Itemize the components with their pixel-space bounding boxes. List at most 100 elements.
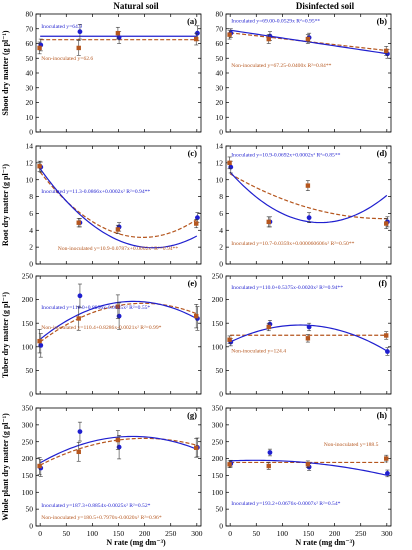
data-point-non-inoculated bbox=[37, 164, 42, 169]
equation-inoculated: Inoculated y=64.9 bbox=[41, 24, 82, 30]
y-tick-label: 10 bbox=[26, 113, 34, 122]
y-tick-label: 20 bbox=[216, 98, 224, 107]
panel-b: 0 10 20 30 40 50 60 70 80 (b) Inoculated y=69.00-0… bbox=[216, 10, 392, 137]
data-point-inoculated bbox=[116, 444, 122, 450]
data-point-non-inoculated bbox=[227, 462, 232, 467]
data-point-non-inoculated bbox=[37, 463, 42, 469]
x-axis-label-right: N rate (mg dm⁻³) bbox=[295, 538, 355, 547]
data-point-inoculated bbox=[267, 450, 273, 455]
data-point-non-inoculated bbox=[76, 45, 81, 51]
data-point-non-inoculated bbox=[266, 36, 271, 42]
data-point-inoculated bbox=[195, 215, 200, 221]
y-tick-label: 250 bbox=[212, 272, 224, 281]
panel-e: 0 50 100 150 200 250 Tuber dry matter (g pl⁻¹)… bbox=[1, 272, 202, 399]
panel-letter: (c) bbox=[188, 148, 198, 158]
y-tick-label: 100 bbox=[212, 488, 224, 497]
x-tick-label: 0 bbox=[38, 529, 42, 538]
data-point-non-inoculated bbox=[384, 456, 389, 461]
data-point-non-inoculated bbox=[227, 337, 232, 342]
y-tick-label: 200 bbox=[212, 454, 224, 463]
y-tick-label: 200 bbox=[212, 295, 224, 304]
panel-letter: (h) bbox=[377, 410, 388, 420]
y-tick-label: 0 bbox=[219, 522, 223, 531]
y-tick-label: 14 bbox=[216, 142, 224, 151]
y-tick-label: 50 bbox=[216, 54, 224, 63]
y-tick-label: 300 bbox=[22, 420, 34, 429]
data-point-non-inoculated bbox=[37, 338, 42, 344]
plot-frame bbox=[225, 13, 392, 133]
y-tick-label: 30 bbox=[26, 83, 34, 92]
data-point-inoculated bbox=[77, 293, 83, 299]
x-tick-label: 0 bbox=[228, 529, 232, 538]
y-tick-label: 300 bbox=[212, 420, 224, 429]
data-point-non-inoculated bbox=[76, 449, 81, 455]
data-point-inoculated bbox=[77, 429, 83, 434]
equation-non-inoculated: Non-inoculated y=67.25-0.0400x R²=0.84** bbox=[231, 63, 331, 69]
y-tick-label: 150 bbox=[22, 319, 34, 328]
panel-letter: (f) bbox=[379, 278, 388, 288]
y-tick-label: 50 bbox=[26, 54, 34, 63]
y-tick-label: 100 bbox=[22, 342, 34, 351]
fit-line-non-inoculated bbox=[39, 437, 197, 466]
data-point-non-inoculated bbox=[384, 48, 389, 54]
equation-non-inoculated: Non-inoculated y=188.5 bbox=[324, 442, 379, 448]
fit-line-inoculated bbox=[39, 168, 198, 249]
y-tick-label: 0 bbox=[219, 390, 223, 399]
data-point-inoculated bbox=[385, 471, 390, 476]
equation-non-inoculated: Non-inoculated y=180.5+0.7970x-0.0020x² … bbox=[41, 515, 162, 521]
y-tick-label: 0 bbox=[29, 522, 33, 531]
y-tick-label: 20 bbox=[26, 98, 34, 107]
y-tick-label: 0 bbox=[29, 260, 33, 269]
y-tick-label: 60 bbox=[216, 39, 224, 48]
y-tick-label: 10 bbox=[216, 175, 224, 184]
panel-letter: (b) bbox=[377, 16, 388, 26]
y-tick-label: 150 bbox=[212, 471, 224, 480]
y-axis-label: Tuber dry matter (g pl⁻¹) bbox=[1, 292, 10, 378]
y-tick-label: 70 bbox=[26, 24, 34, 33]
y-tick-label: 40 bbox=[26, 69, 34, 78]
panel-letter: (a) bbox=[187, 16, 197, 26]
y-tick-label: 200 bbox=[22, 295, 34, 304]
y-tick-label: 10 bbox=[26, 175, 34, 184]
y-tick-label: 12 bbox=[216, 158, 224, 167]
data-point-non-inoculated bbox=[266, 324, 271, 330]
panel-letter: (g) bbox=[187, 410, 197, 420]
y-tick-label: 150 bbox=[22, 471, 34, 480]
data-point-non-inoculated bbox=[115, 437, 121, 443]
x-tick-label: 50 bbox=[63, 529, 71, 538]
x-tick-label: 200 bbox=[139, 529, 151, 538]
equation-inoculated: Inoculated y=10.9-0.0692x+0.0002x² R²=0.… bbox=[231, 153, 340, 159]
panel-h: 0 50 100 150 200 250 300 350 0 50 100 150 200 250 300 (… bbox=[212, 404, 393, 538]
panel-g: 0 50 100 150 200 250 300 350 0 50 100 150 200 250 300 W… bbox=[1, 404, 203, 538]
y-tick-label: 250 bbox=[22, 437, 34, 446]
x-tick-label: 150 bbox=[303, 529, 315, 538]
y-tick-label: 0 bbox=[29, 128, 33, 137]
y-tick-label: 0 bbox=[29, 390, 33, 399]
equation-non-inoculated: Non-inoculated y=124.4 bbox=[231, 349, 286, 355]
x-tick-label: 100 bbox=[277, 529, 289, 538]
data-point-non-inoculated bbox=[76, 316, 81, 321]
y-tick-label: 0 bbox=[219, 260, 223, 269]
data-point-non-inoculated bbox=[194, 221, 199, 226]
y-tick-label: 350 bbox=[22, 404, 34, 413]
data-point-non-inoculated bbox=[227, 160, 232, 166]
data-point-non-inoculated bbox=[194, 313, 199, 319]
y-axis-label: Root dry matter (g pl⁻¹) bbox=[1, 164, 10, 246]
x-tick-label: 300 bbox=[381, 529, 393, 538]
equation-inoculated: Inoculated y=69.00-0.0529x R²=0.95** bbox=[231, 18, 320, 24]
x-tick-label: 300 bbox=[191, 529, 203, 538]
data-point-inoculated bbox=[116, 313, 122, 319]
y-tick-label: 80 bbox=[26, 10, 34, 19]
y-tick-label: 60 bbox=[26, 39, 34, 48]
y-tick-label: 8 bbox=[219, 192, 223, 201]
equation-inoculated: Inoculated y=11.3-0.0866x+0.0002x² R²=0.… bbox=[41, 189, 150, 195]
y-tick-label: 10 bbox=[216, 113, 224, 122]
equation-inoculated: Inoculated y=110.0+0.5375x-0.0020x² R²=0… bbox=[231, 285, 343, 291]
x-tick-label: 200 bbox=[329, 529, 341, 538]
y-tick-label: 100 bbox=[212, 342, 224, 351]
y-tick-label: 50 bbox=[216, 505, 224, 514]
y-tick-label: 6 bbox=[29, 209, 33, 218]
y-tick-label: 250 bbox=[212, 437, 224, 446]
data-point-non-inoculated bbox=[227, 32, 232, 37]
